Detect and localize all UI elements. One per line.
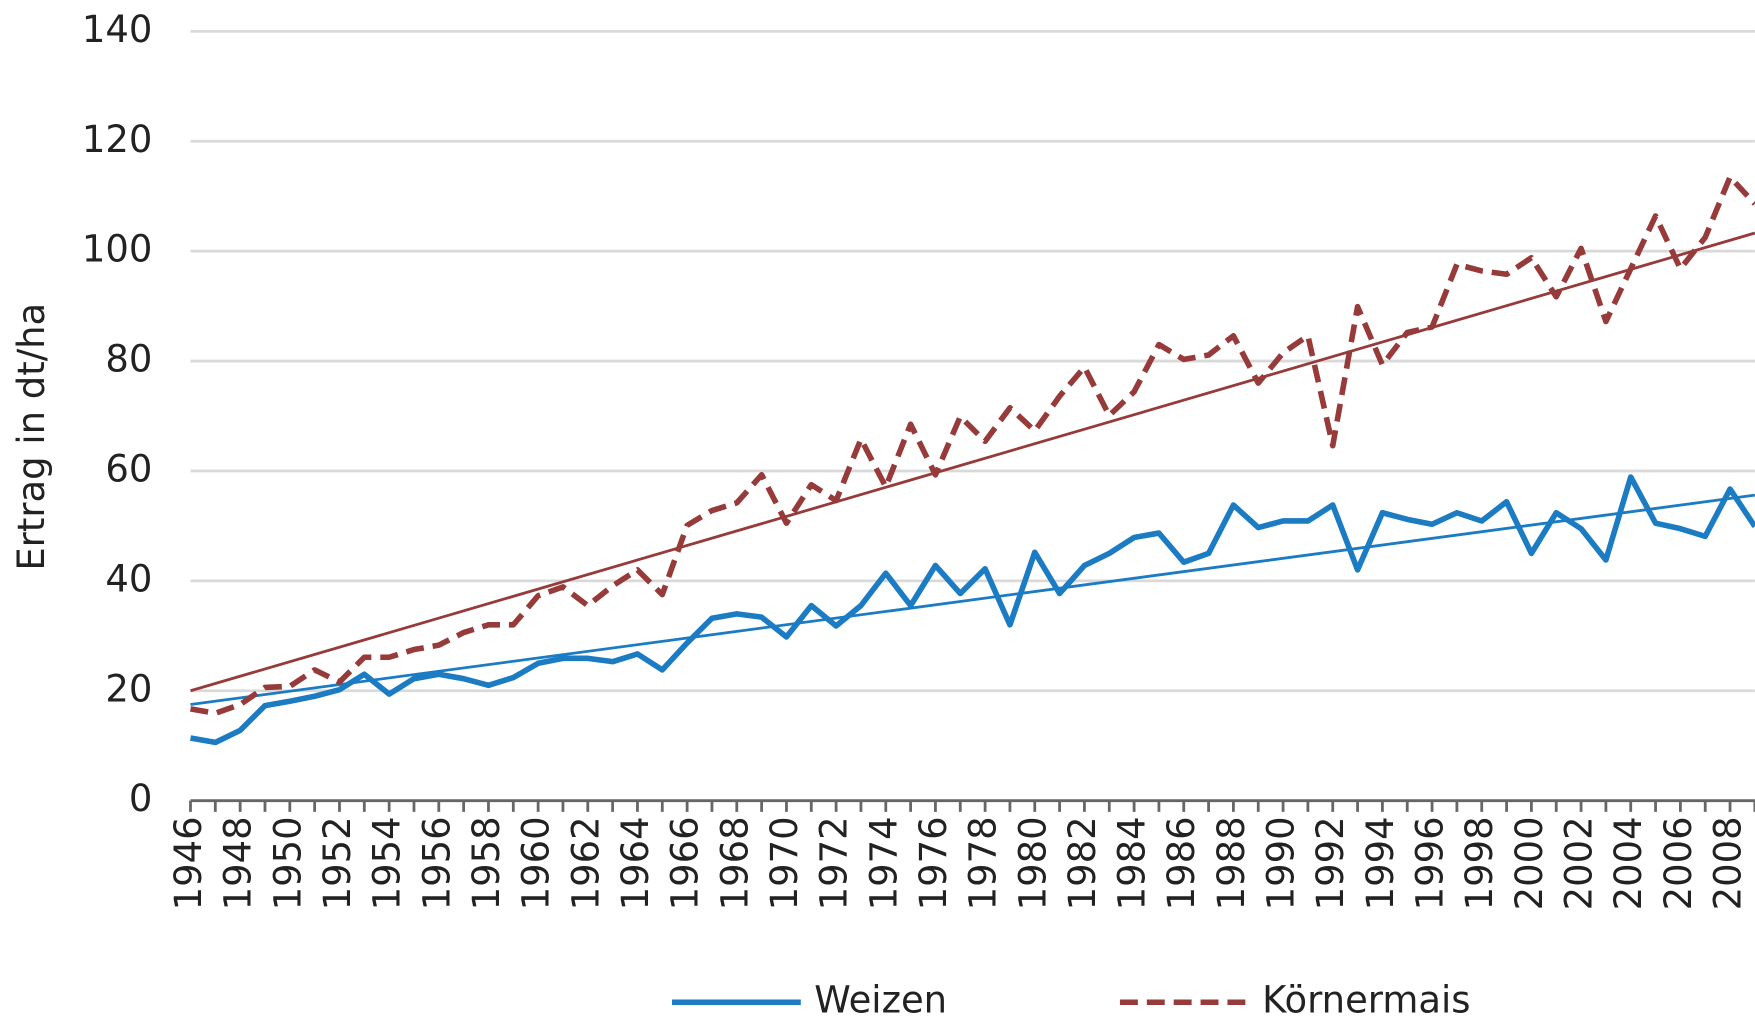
y-tick-label: 80 (105, 338, 152, 381)
data-line (189, 474, 1755, 746)
x-tick-label: 1958 (465, 816, 508, 910)
y-tick-label: 100 (82, 228, 153, 271)
x-tick-label: 1978 (962, 816, 1005, 910)
x-tick-label: 1998 (1458, 816, 1501, 910)
x-tick-label: 2004 (1607, 816, 1650, 910)
x-tick-label: 1994 (1359, 816, 1402, 910)
x-tick-label: 1954 (366, 816, 409, 910)
x-tick-label: 1952 (316, 816, 359, 910)
data-line (189, 174, 1755, 717)
x-tick-label: 2002 (1558, 816, 1601, 910)
x-tick-label: 1964 (614, 816, 657, 910)
y-tick-label: 140 (82, 8, 153, 51)
x-tick-label: 1956 (415, 816, 458, 910)
x-tick-label: 1946 (167, 816, 210, 910)
x-tick-label: 2008 (1707, 816, 1750, 910)
trend-line (190, 231, 1755, 693)
legend-label: Körnermais (1262, 979, 1470, 1022)
x-tick-label: 1974 (862, 816, 905, 910)
y-tick-label: 20 (105, 667, 152, 710)
x-tick-label: 1984 (1111, 816, 1154, 910)
x-tick-label: 1966 (664, 816, 707, 910)
x-tick-label: 1982 (1061, 816, 1104, 910)
x-tick-label: 1992 (1309, 816, 1352, 910)
x-tick-label: 1968 (713, 816, 756, 910)
trend-line (190, 493, 1755, 706)
y-axis-label: Ertrag in dt/ha (10, 303, 53, 571)
x-tick-label: 2000 (1508, 816, 1551, 910)
y-tick-label: 40 (105, 557, 152, 600)
x-tick-label: 1988 (1210, 816, 1253, 910)
x-tick-label: 1948 (217, 816, 260, 910)
x-tick-label: 1972 (813, 816, 856, 910)
x-tick-label: 1986 (1160, 816, 1203, 910)
legend-label: Weizen (814, 979, 947, 1022)
x-tick-label: 1962 (564, 816, 607, 910)
x-tick-label: 1990 (1260, 816, 1303, 910)
y-tick-label: 60 (105, 447, 152, 490)
x-tick-label: 2006 (1657, 816, 1700, 910)
x-tick-label: 1976 (912, 816, 955, 910)
y-tick-label: 0 (129, 777, 153, 820)
x-tick-label: 1970 (763, 816, 806, 910)
x-tick-label: 1960 (515, 816, 558, 910)
x-tick-label: 1996 (1409, 816, 1452, 910)
x-tick-label: 1950 (266, 816, 309, 910)
x-tick-label: 1980 (1011, 816, 1054, 910)
y-tick-label: 120 (82, 118, 153, 161)
